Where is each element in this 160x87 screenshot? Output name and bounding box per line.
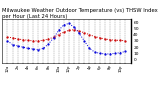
Text: Milwaukee Weather Outdoor Temperature (vs) THSW Index per Hour (Last 24 Hours): Milwaukee Weather Outdoor Temperature (v…	[2, 8, 157, 19]
